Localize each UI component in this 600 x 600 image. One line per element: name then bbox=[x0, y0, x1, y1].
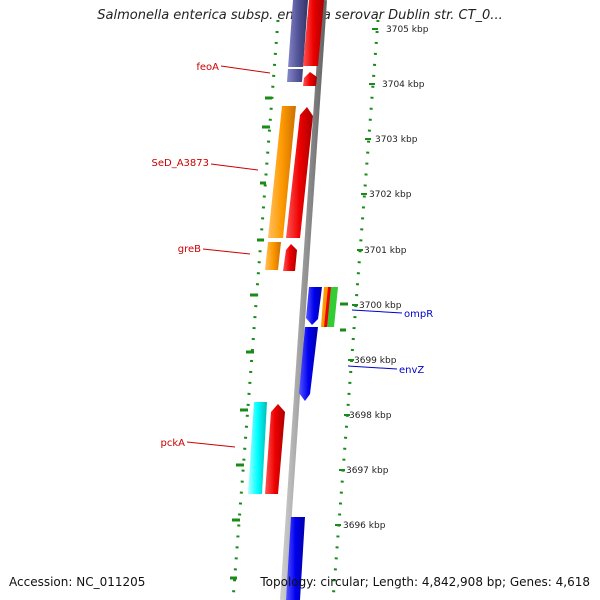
accession-label: Accession: NC_011205 bbox=[9, 575, 146, 589]
gc-ring-inner bbox=[231, 19, 280, 600]
tick-label: 3705 kbp bbox=[386, 25, 429, 35]
cds-forward-SeD_A3873[interactable] bbox=[286, 107, 313, 238]
tick-label: 3696 kbp bbox=[343, 521, 386, 531]
cds-reverse-ompR[interactable] bbox=[306, 287, 322, 325]
cds-forward-pckA[interactable] bbox=[265, 404, 285, 494]
tick-labels: 3705 kbp 3704 kbp 3703 kbp 3702 kbp 3701 kbp… bbox=[343, 25, 429, 531]
cds-forward-feoB-tip[interactable] bbox=[303, 72, 317, 86]
cog-bar-orange-SeD_A3873[interactable] bbox=[268, 106, 296, 238]
tick-label: 3697 kbp bbox=[346, 466, 389, 476]
label-connectors bbox=[186, 65, 403, 448]
tick-label: 3700 kbp bbox=[359, 301, 402, 311]
cds-forward-feoA[interactable] bbox=[303, 0, 324, 66]
tick-label: 3704 kbp bbox=[382, 80, 425, 90]
tick-label: 3702 kbp bbox=[369, 190, 412, 200]
gene-label-ompR[interactable]: ompR bbox=[404, 309, 433, 320]
gene-label-SeD_A3873[interactable]: SeD_A3873 bbox=[152, 158, 210, 169]
tick-label: 3701 kbp bbox=[364, 246, 407, 256]
gene-label-envZ[interactable]: envZ bbox=[399, 365, 424, 376]
cog-bar-orange-greB[interactable] bbox=[265, 242, 281, 270]
tick-label: 3698 kbp bbox=[349, 411, 392, 421]
tick-label: 3703 kbp bbox=[375, 135, 418, 145]
tick-marks bbox=[335, 28, 378, 526]
genome-summary: Topology: circular; Length: 4,842,908 bp… bbox=[260, 575, 590, 589]
cog-bar-red-ompR[interactable] bbox=[324, 287, 331, 327]
cog-bar-cyan-pckA[interactable] bbox=[248, 402, 267, 494]
cog-bar-purple[interactable] bbox=[287, 0, 308, 82]
gene-labels: feoA SeD_A3873 greB ompR envZ pckA bbox=[152, 62, 434, 449]
backbone-line bbox=[280, 0, 327, 600]
gene-label-pckA[interactable]: pckA bbox=[161, 438, 186, 449]
gene-label-feoA[interactable]: feoA bbox=[196, 62, 219, 73]
gc-ring-outer bbox=[331, 19, 380, 600]
tick-label: 3699 kbp bbox=[354, 356, 397, 366]
cds-reverse-bottom[interactable] bbox=[286, 517, 305, 600]
cds-reverse-envZ[interactable] bbox=[299, 327, 318, 401]
gene-label-greB[interactable]: greB bbox=[178, 244, 201, 255]
cds-forward-greB[interactable] bbox=[283, 244, 297, 271]
features bbox=[248, 0, 338, 600]
gc-skew-bars bbox=[230, 96, 348, 580]
